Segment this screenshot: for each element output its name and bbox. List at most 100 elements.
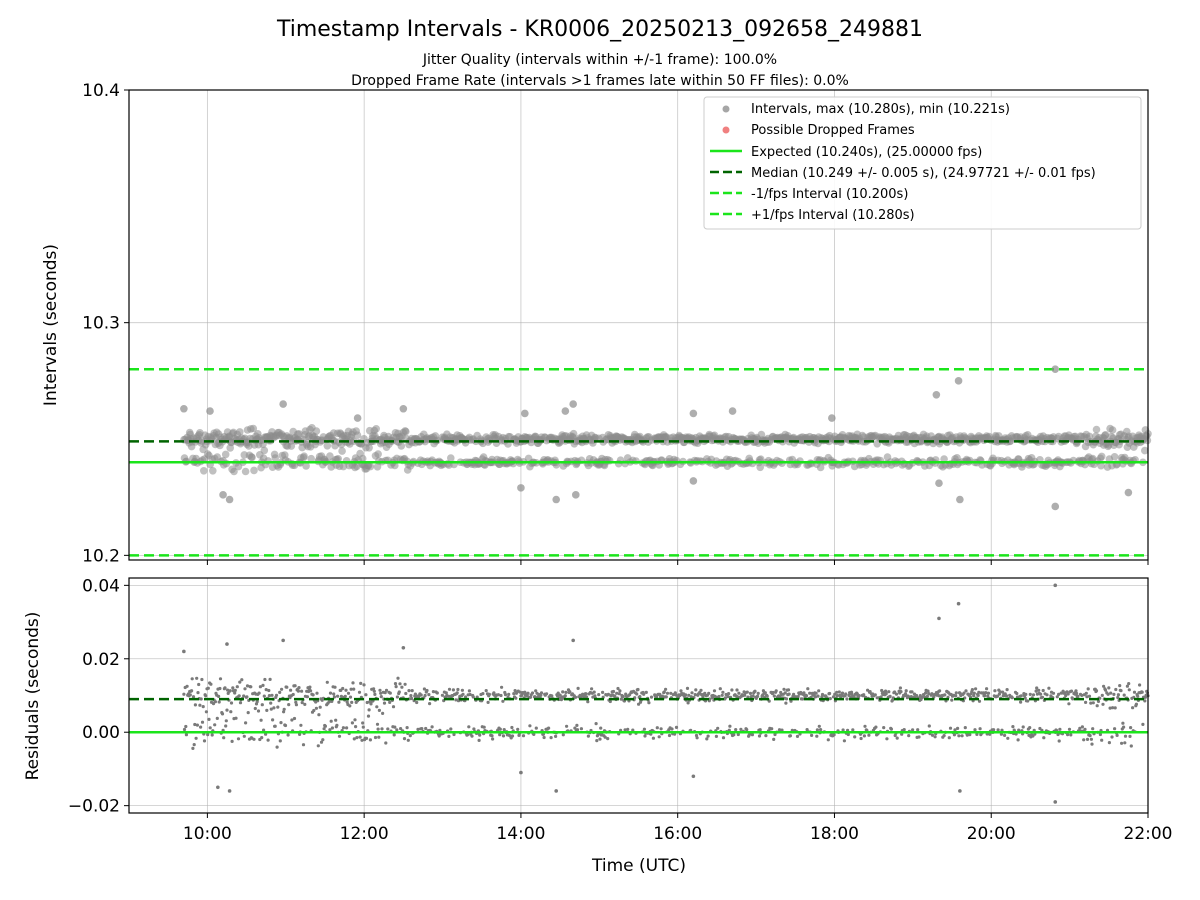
residual-point <box>977 699 982 703</box>
residual-point <box>606 692 611 696</box>
residual-point <box>487 692 491 697</box>
residual-point <box>857 694 861 698</box>
residual-point <box>294 703 298 707</box>
residual-point <box>321 738 325 742</box>
residual-point <box>795 734 800 739</box>
residual-point <box>1067 727 1072 731</box>
residual-point <box>657 735 661 739</box>
residual-point <box>311 693 315 697</box>
legend-marker-intervals <box>722 105 730 113</box>
residual-point <box>336 694 340 698</box>
residual-point <box>873 693 877 697</box>
residual-point <box>595 739 599 743</box>
residual-point <box>701 695 705 699</box>
residual-point <box>301 743 306 747</box>
intervals-outliers <box>180 365 1133 511</box>
residual-point <box>684 693 688 697</box>
x-axis-label: Time (UTC) <box>591 856 686 876</box>
legend-label-plus-fps: +1/fps Interval (10.280s) <box>751 208 915 223</box>
residual-point <box>275 745 279 749</box>
residual-point <box>565 724 569 728</box>
residual-point <box>1035 686 1039 690</box>
residual-point <box>380 727 384 731</box>
residual-point <box>1042 736 1046 740</box>
residual-point <box>1021 725 1025 729</box>
residual-point <box>730 688 734 692</box>
residual-point <box>889 727 894 731</box>
residual-point <box>837 690 841 694</box>
residual-point <box>263 677 267 682</box>
residual-point <box>278 690 282 695</box>
interval-point <box>353 431 362 440</box>
residual-point <box>1084 691 1088 695</box>
residual-point <box>664 687 668 691</box>
interval-point <box>373 463 382 471</box>
intervals-reference-lines <box>129 367 1148 557</box>
residual-point <box>1037 688 1041 692</box>
residual-point <box>707 691 711 696</box>
residual-point <box>1107 741 1111 745</box>
residual-point <box>963 726 967 730</box>
residual-point <box>887 690 891 694</box>
residual-point <box>1024 692 1028 697</box>
residual-point <box>954 691 958 695</box>
residual-point <box>1057 739 1061 743</box>
residual-point <box>502 728 506 732</box>
residual-point <box>564 690 568 695</box>
residual-point <box>721 690 725 694</box>
residual-point <box>341 686 345 691</box>
residual-point <box>499 693 503 698</box>
interval-outlier-point <box>279 400 287 408</box>
residual-outlier-point <box>937 616 941 621</box>
intervals-front-lines <box>129 440 1148 464</box>
residual-point <box>410 696 414 701</box>
residual-point <box>425 688 429 693</box>
residual-point <box>290 718 294 722</box>
residual-point <box>1011 725 1015 729</box>
residual-point <box>786 688 791 692</box>
residual-outlier-point <box>225 642 229 646</box>
residual-point <box>844 692 848 696</box>
x-tick-label: 18:00 <box>810 824 859 844</box>
residual-point <box>777 728 782 732</box>
residual-point <box>893 733 897 738</box>
legend-label-minus-fps: -1/fps Interval (10.200s) <box>751 187 908 202</box>
residual-point <box>255 700 259 704</box>
residual-point <box>1107 686 1111 690</box>
residual-point <box>693 693 697 697</box>
residual-point <box>907 734 911 738</box>
residual-point <box>708 697 712 701</box>
residual-point <box>788 734 793 738</box>
residual-point <box>209 682 213 686</box>
residual-point <box>528 724 532 728</box>
residual-point <box>764 734 768 738</box>
residual-point <box>393 725 397 729</box>
residual-point <box>280 687 284 691</box>
residual-point <box>428 702 432 706</box>
residual-point <box>579 727 584 731</box>
residual-point <box>904 689 908 693</box>
interval-outlier-point <box>521 409 529 418</box>
residual-point <box>262 694 266 698</box>
residual-point <box>405 726 409 730</box>
residual-point <box>185 684 189 688</box>
residual-point <box>353 718 357 722</box>
residual-point <box>299 723 303 727</box>
residuals-x-ticks: 10:00 12:00 14:00 16:00 18:00 20:00 22:00 <box>183 813 1173 844</box>
residual-point <box>584 692 588 696</box>
residual-point <box>373 735 378 740</box>
residual-point <box>516 727 520 732</box>
residual-point <box>846 732 850 737</box>
residual-point <box>678 693 682 698</box>
residual-point <box>1066 733 1070 737</box>
residual-point <box>1095 704 1099 708</box>
residual-point <box>985 687 989 691</box>
residual-point <box>1114 687 1118 692</box>
residual-point <box>664 695 668 699</box>
residual-point <box>561 733 565 737</box>
residual-point <box>554 734 558 739</box>
interval-point <box>302 462 310 470</box>
residual-point <box>264 688 268 692</box>
residual-point <box>427 693 431 697</box>
residual-point <box>743 693 747 697</box>
